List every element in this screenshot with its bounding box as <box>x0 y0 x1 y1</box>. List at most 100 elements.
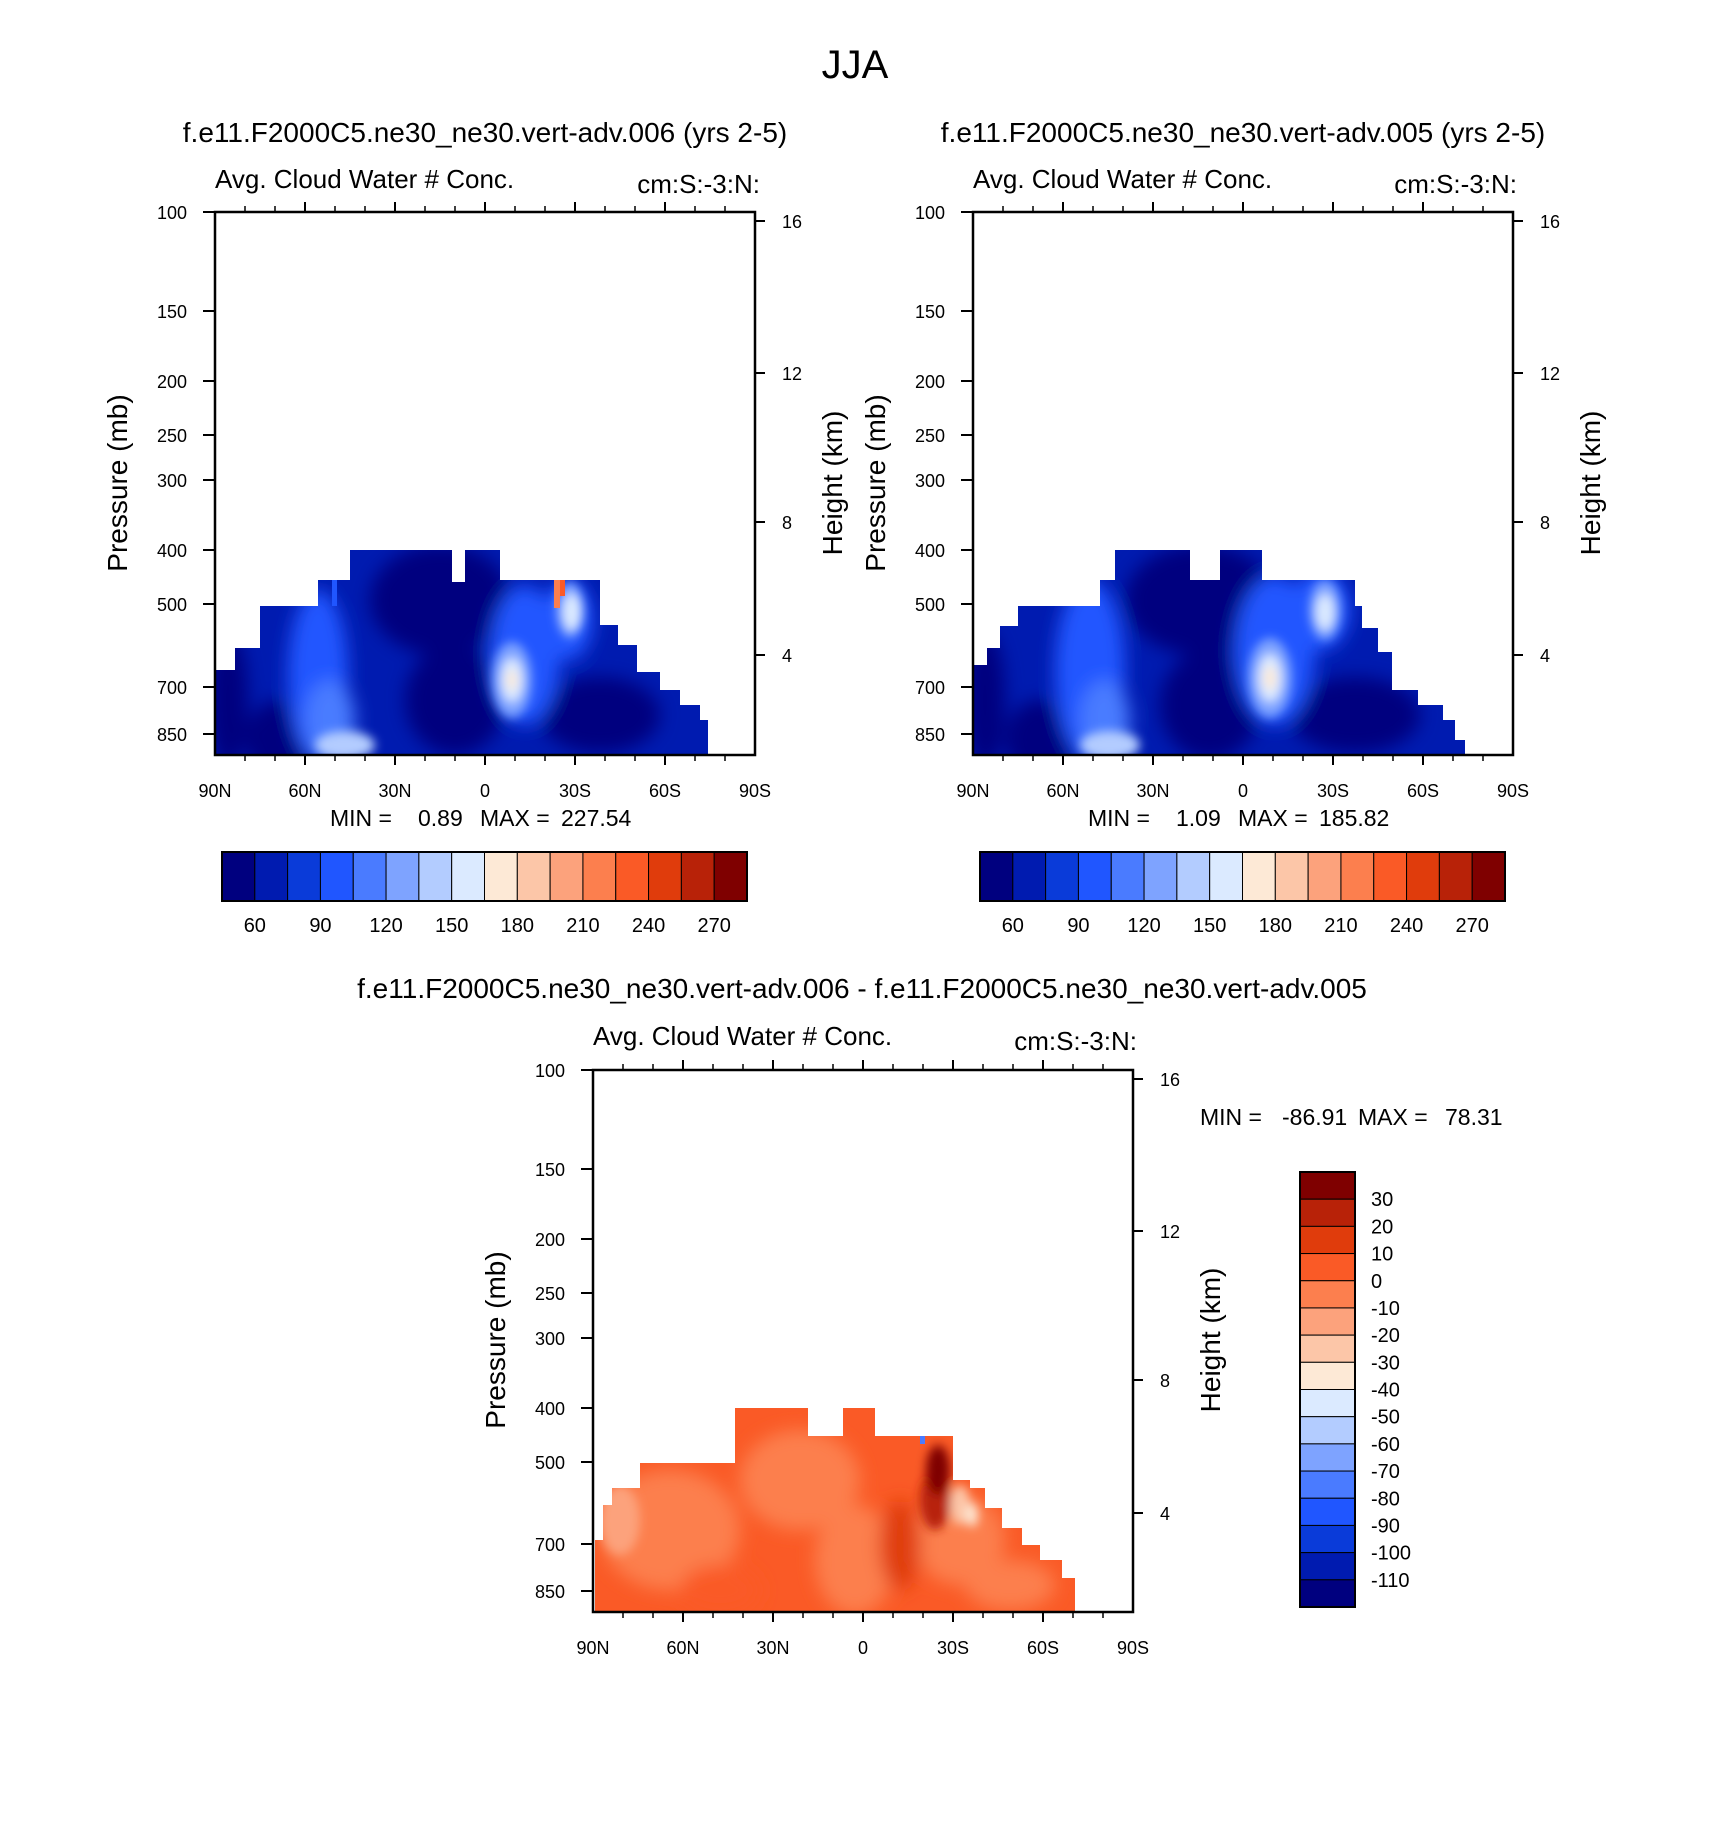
panel-2: f.e11.F2000C5.ne30_ne30.vert-adv.005 (yr… <box>860 117 1606 937</box>
y-tick-label: 500 <box>535 1453 565 1473</box>
panel-3-title: f.e11.F2000C5.ne30_ne30.vert-adv.006 - f… <box>357 973 1367 1004</box>
x-tick-label: 60N <box>1046 781 1079 801</box>
panel-1-x-ticks: 90N 60N 30N 0 30S 60S 90S <box>198 781 771 801</box>
x-tick-label: 30N <box>756 1638 789 1658</box>
colorbar-swatch <box>979 851 1014 902</box>
colorbar-swatch <box>713 851 748 902</box>
y-tick-label: 100 <box>915 203 945 223</box>
max-label: MAX = <box>1238 805 1308 831</box>
min-value: -86.91 <box>1282 1104 1347 1130</box>
colorbar-swatch <box>1110 851 1145 902</box>
panel-3: f.e11.F2000C5.ne30_ne30.vert-adv.006 - f… <box>357 973 1502 1658</box>
colorbar-swatch <box>287 851 321 902</box>
colorbar-swatch <box>1373 851 1408 902</box>
y-right-tick-label: 4 <box>1540 646 1550 666</box>
y-tick-label: 300 <box>535 1329 565 1349</box>
y-tick-label: 250 <box>535 1284 565 1304</box>
colorbar-swatch <box>221 851 256 902</box>
y-tick-label: 850 <box>157 725 187 745</box>
colorbar-label: -30 <box>1371 1352 1400 1374</box>
colorbar-label: 20 <box>1371 1216 1393 1238</box>
colorbar-label: -110 <box>1371 1570 1410 1592</box>
panel-1-y-axis-label: Pressure (mb) <box>102 394 133 571</box>
y-right-tick-label: 12 <box>1540 364 1560 384</box>
y-right-tick-label: 8 <box>1160 1371 1170 1391</box>
colorbar-swatch <box>1077 851 1112 902</box>
colorbar-swatch <box>1274 851 1309 902</box>
panel-3-subtitle-left: Avg. Cloud Water # Conc. <box>593 1021 892 1051</box>
x-tick-label: 30N <box>1136 781 1169 801</box>
colorbar-swatch <box>680 851 715 902</box>
panel-1-colorbar: 60 90 120 150 180 210 240 270 <box>221 851 748 937</box>
colorbar-frame <box>1299 1171 1356 1608</box>
y-right-tick-label: 12 <box>782 364 802 384</box>
x-tick-label: 30S <box>937 1638 969 1658</box>
panel-1-spike-2 <box>398 481 404 550</box>
colorbar-label: 180 <box>501 915 534 937</box>
colorbar-swatch <box>451 851 485 902</box>
panel-2-y-axis-label: Pressure (mb) <box>860 394 891 571</box>
panel-1-stats: MIN = 0.89 MAX = 227.54 <box>330 805 632 831</box>
y-tick-label: 500 <box>915 595 945 615</box>
y-tick-label: 200 <box>915 372 945 392</box>
colorbar-label: -50 <box>1371 1407 1400 1429</box>
panel-1: f.e11.F2000C5.ne30_ne30.vert-adv.006 (yr… <box>102 117 848 937</box>
panel-1-max-spike-b <box>560 580 565 596</box>
colorbar-swatch <box>418 851 453 902</box>
y-tick-label: 700 <box>535 1535 565 1555</box>
colorbar-label: -20 <box>1371 1325 1400 1347</box>
colorbar-swatch <box>1340 851 1375 902</box>
colorbar-swatch <box>1299 1253 1356 1282</box>
panel-2-stats: MIN = 1.09 MAX = 185.82 <box>1088 805 1389 831</box>
y-tick-label: 250 <box>157 426 187 446</box>
colorbar-label: 210 <box>566 915 599 937</box>
y-tick-label: 400 <box>915 541 945 561</box>
x-tick-label: 30S <box>1317 781 1349 801</box>
colorbar-swatch <box>1299 1198 1356 1227</box>
colorbar-label: 210 <box>1324 915 1357 937</box>
x-tick-label: 60S <box>1407 781 1439 801</box>
colorbar-swatch <box>1299 1334 1356 1363</box>
colorbar-swatch <box>1299 1225 1356 1255</box>
y-tick-label: 250 <box>915 426 945 446</box>
y-tick-label: 200 <box>535 1230 565 1250</box>
panel-2-y-ticks: 100 150 200 250 300 400 500 700 850 <box>915 203 945 745</box>
colorbar-swatch <box>1209 851 1243 902</box>
colorbar-label: 150 <box>435 915 468 937</box>
colorbar-swatch <box>582 851 617 902</box>
colorbar-swatch <box>1143 851 1178 902</box>
y-tick-label: 150 <box>157 302 187 322</box>
colorbar-label: 150 <box>1193 915 1226 937</box>
panel-1-y-right-ticks: 16 12 8 4 <box>782 212 802 666</box>
panel-1-y-right-axis-label: Height (km) <box>817 411 848 556</box>
x-tick-label: 90S <box>1117 1638 1149 1658</box>
x-tick-label: 0 <box>1238 781 1248 801</box>
panel-1-title: f.e11.F2000C5.ne30_ne30.vert-adv.006 (yr… <box>183 117 787 148</box>
colorbar-swatch <box>1045 851 1079 902</box>
x-tick-label: 60N <box>288 781 321 801</box>
colorbar-swatch <box>516 851 551 902</box>
panel-2-y-right-ticks: 16 12 8 4 <box>1540 212 1560 666</box>
y-tick-label: 300 <box>157 471 187 491</box>
panel-3-y-right-ticks: 16 12 8 4 <box>1160 1070 1180 1524</box>
colorbar-label: 270 <box>698 915 731 937</box>
colorbar-label: 240 <box>632 915 665 937</box>
panel-1-max-spike-a <box>554 580 560 608</box>
colorbar-label: 270 <box>1456 915 1489 937</box>
panel-2-subtitle-left: Avg. Cloud Water # Conc. <box>973 164 1272 194</box>
panel-3-y-right-axis-label: Height (km) <box>1195 1268 1226 1413</box>
colorbar-swatch <box>352 851 387 902</box>
panel-1-y-ticks: 100 150 200 250 300 400 500 700 850 <box>157 203 187 745</box>
y-tick-label: 150 <box>915 302 945 322</box>
colorbar-label: 120 <box>369 915 402 937</box>
panel-3-major-ticks <box>581 1060 1143 1622</box>
y-right-tick-label: 12 <box>1160 1222 1180 1242</box>
y-tick-label: 700 <box>915 678 945 698</box>
panel-3-colorbar: 30 20 10 0 -10 -20 -30 -40 -50 -60 -70 -80 -90 -100 -1… <box>1299 1171 1411 1608</box>
colorbar-swatch <box>648 851 682 902</box>
colorbar-swatch <box>549 851 584 902</box>
panel-1-major-ticks <box>203 202 765 765</box>
colorbar-swatch <box>1299 1497 1356 1526</box>
panel-2-colorbar: 60 90 120 150 180 210 240 270 <box>979 851 1506 937</box>
